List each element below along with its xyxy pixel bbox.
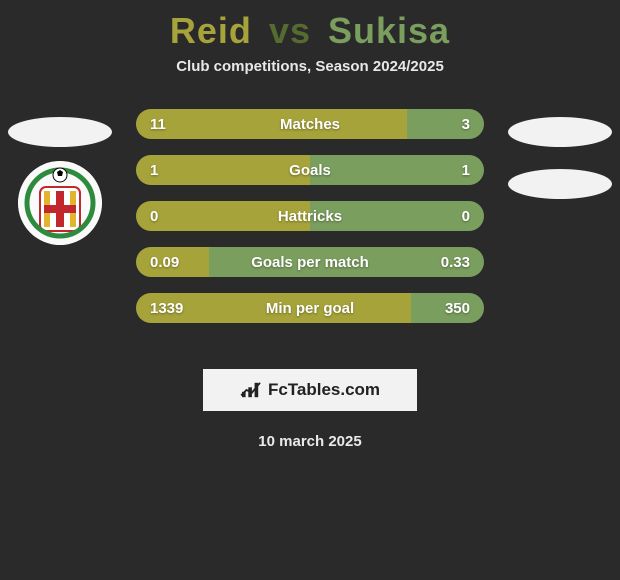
club-badge — [18, 161, 102, 245]
title-player2: Sukisa — [328, 10, 450, 51]
stat-row: Min per goal1339 350 — [136, 293, 484, 323]
title-player1: Reid — [170, 10, 252, 51]
stat-label: Min per goal — [136, 293, 484, 323]
stat-label: Goals per match — [136, 247, 484, 277]
stat-row: Hattricks0 0 — [136, 201, 484, 231]
stat-value-left: 0 — [150, 201, 158, 231]
decor-ellipse-right-2 — [508, 169, 612, 199]
stat-bars: Matches113Goals11Hattricks00Goals per ma… — [136, 109, 484, 339]
stat-label: Hattricks — [136, 201, 484, 231]
decor-ellipse-right-1 — [508, 117, 612, 147]
stat-value-left: 11 — [150, 109, 166, 139]
date-text: 10 march 2025 — [0, 433, 620, 450]
stat-row: Goals per match0.09 0.33 — [136, 247, 484, 277]
stats-stage: Matches113Goals11Hattricks00Goals per ma… — [0, 101, 620, 351]
stat-value-right: 1 — [462, 155, 470, 185]
brand-text: FcTables.com — [268, 380, 380, 400]
stat-value-left: 1 — [150, 155, 158, 185]
page-title: Reid vs Sukisa — [0, 10, 620, 52]
stat-label: Matches — [136, 109, 484, 139]
stat-value-left: 1339 — [150, 293, 183, 323]
comparison-card: Reid vs Sukisa Club competitions, Season… — [0, 0, 620, 450]
brand-chart-icon — [240, 381, 262, 399]
stat-value-right: 350 — [445, 293, 470, 323]
stat-row: Goals1 1 — [136, 155, 484, 185]
club-badge-icon — [18, 161, 102, 245]
stat-value-right: 3 — [462, 109, 470, 139]
decor-ellipse-left — [8, 117, 112, 147]
stat-row: Matches11 3 — [136, 109, 484, 139]
stat-value-right: 0 — [462, 201, 470, 231]
stat-value-right: 0.33 — [441, 247, 470, 277]
stat-label: Goals — [136, 155, 484, 185]
brand-box: FcTables.com — [203, 369, 417, 411]
stat-value-left: 0.09 — [150, 247, 179, 277]
title-vs: vs — [269, 10, 311, 51]
subtitle: Club competitions, Season 2024/2025 — [0, 58, 620, 75]
